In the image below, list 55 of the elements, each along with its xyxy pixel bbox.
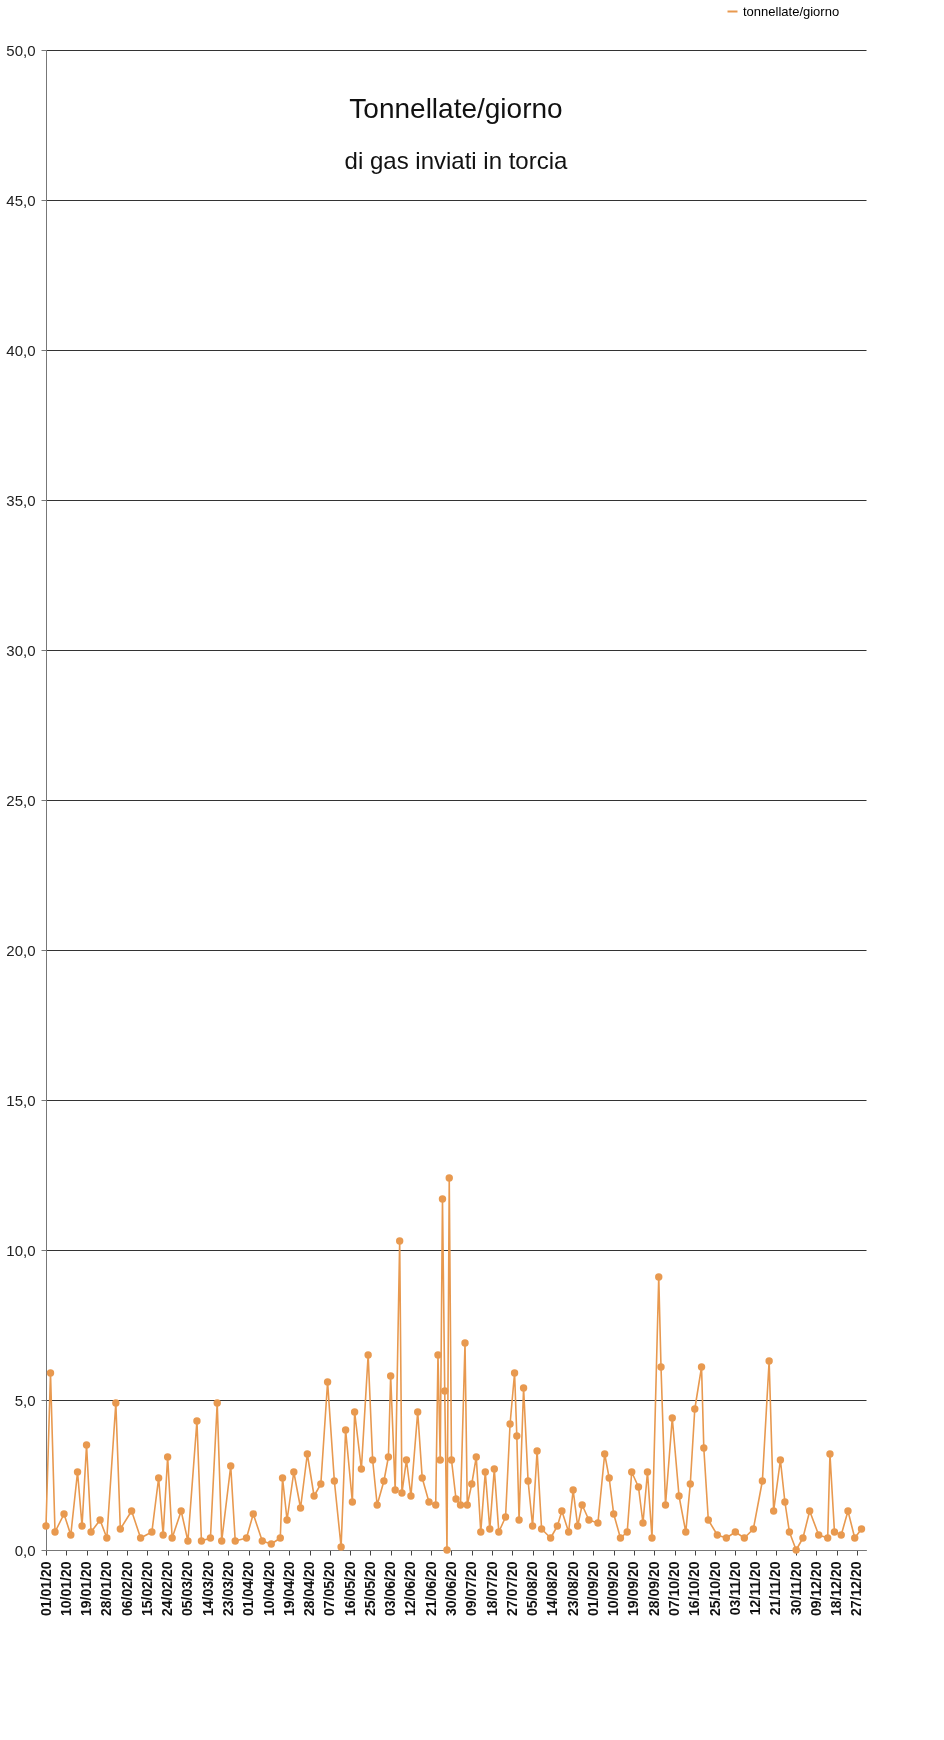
x-tick-label: 07/05/20 <box>321 1561 338 1616</box>
x-tick-label: 06/02/20 <box>118 1561 135 1616</box>
legend-label: tonnellate/giorno <box>743 3 840 19</box>
x-tick-label: 03/06/20 <box>382 1561 399 1616</box>
x-tick-label: 12/06/20 <box>402 1561 419 1616</box>
x-tick-label: 10/04/20 <box>260 1561 277 1616</box>
x-tick-label: 18/12/20 <box>828 1561 845 1616</box>
x-tick-label: 19/09/20 <box>625 1561 642 1616</box>
x-tick-label: 01/01/20 <box>37 1561 54 1616</box>
x-tick-label: 09/12/20 <box>807 1561 824 1616</box>
x-tick-label: 03/11/20 <box>726 1561 743 1616</box>
x-tick-label: 28/01/20 <box>98 1561 115 1616</box>
y-tick-label: 30,0 <box>6 641 36 659</box>
x-tick-label: 16/10/20 <box>686 1561 703 1616</box>
x-tick-label: 15/02/20 <box>138 1561 155 1616</box>
x-tick-label: 27/12/20 <box>848 1561 865 1616</box>
text: di gas inviati in torcia <box>344 147 569 174</box>
x-tick-label: 19/01/20 <box>78 1561 95 1616</box>
text: Tonnellate/giorno <box>349 93 563 124</box>
x-tick-label: 25/10/20 <box>706 1561 723 1616</box>
x-tick-label: 07/10/20 <box>666 1561 683 1616</box>
x-tick-label: 23/08/20 <box>564 1561 581 1616</box>
x-tick-label: 16/05/20 <box>341 1561 358 1616</box>
y-tick-label: 20,0 <box>6 941 36 959</box>
y-tick-label: 5,0 <box>14 1391 36 1409</box>
x-tick-label: 12/11/20 <box>747 1561 764 1616</box>
x-tick-label: 09/07/20 <box>463 1561 480 1616</box>
x-tick-label: 28/04/20 <box>301 1561 318 1616</box>
x-tick-label: 05/08/20 <box>524 1561 541 1616</box>
x-tick-label: 01/04/20 <box>240 1561 257 1616</box>
y-tick-label: 40,0 <box>6 341 36 359</box>
x-tick-label: 05/03/20 <box>179 1561 196 1616</box>
x-tick-label: 30/06/20 <box>442 1561 459 1616</box>
y-tick-label: 15,0 <box>6 1091 36 1109</box>
x-tick-label: 18/07/20 <box>483 1561 500 1616</box>
x-tick-label: 27/07/20 <box>503 1561 520 1616</box>
y-tick-label: 50,0 <box>6 41 36 59</box>
x-tick-label: 10/01/20 <box>57 1561 74 1616</box>
x-tick-label: 19/04/20 <box>280 1561 297 1616</box>
y-tick-label: 45,0 <box>6 191 36 209</box>
x-tick-label: 10/09/20 <box>605 1561 622 1616</box>
x-tick-label: 30/11/20 <box>787 1561 804 1616</box>
x-tick-label: 21/06/20 <box>422 1561 439 1616</box>
y-tick-label: 35,0 <box>6 491 36 509</box>
y-tick-label: 0,0 <box>14 1541 36 1559</box>
x-tick-label: 14/03/20 <box>199 1561 216 1616</box>
x-tick-label: 21/11/20 <box>767 1561 784 1616</box>
y-tick-label: 10,0 <box>6 1241 36 1259</box>
x-tick-label: 24/02/20 <box>159 1561 176 1616</box>
x-tick-label: 14/08/20 <box>544 1561 561 1616</box>
x-tick-label: 25/05/20 <box>361 1561 378 1616</box>
x-tick-label: 23/03/20 <box>219 1561 236 1616</box>
y-tick-label: 25,0 <box>6 791 36 809</box>
x-tick-label: 01/09/20 <box>584 1561 601 1616</box>
x-tick-label: 28/09/20 <box>645 1561 662 1616</box>
